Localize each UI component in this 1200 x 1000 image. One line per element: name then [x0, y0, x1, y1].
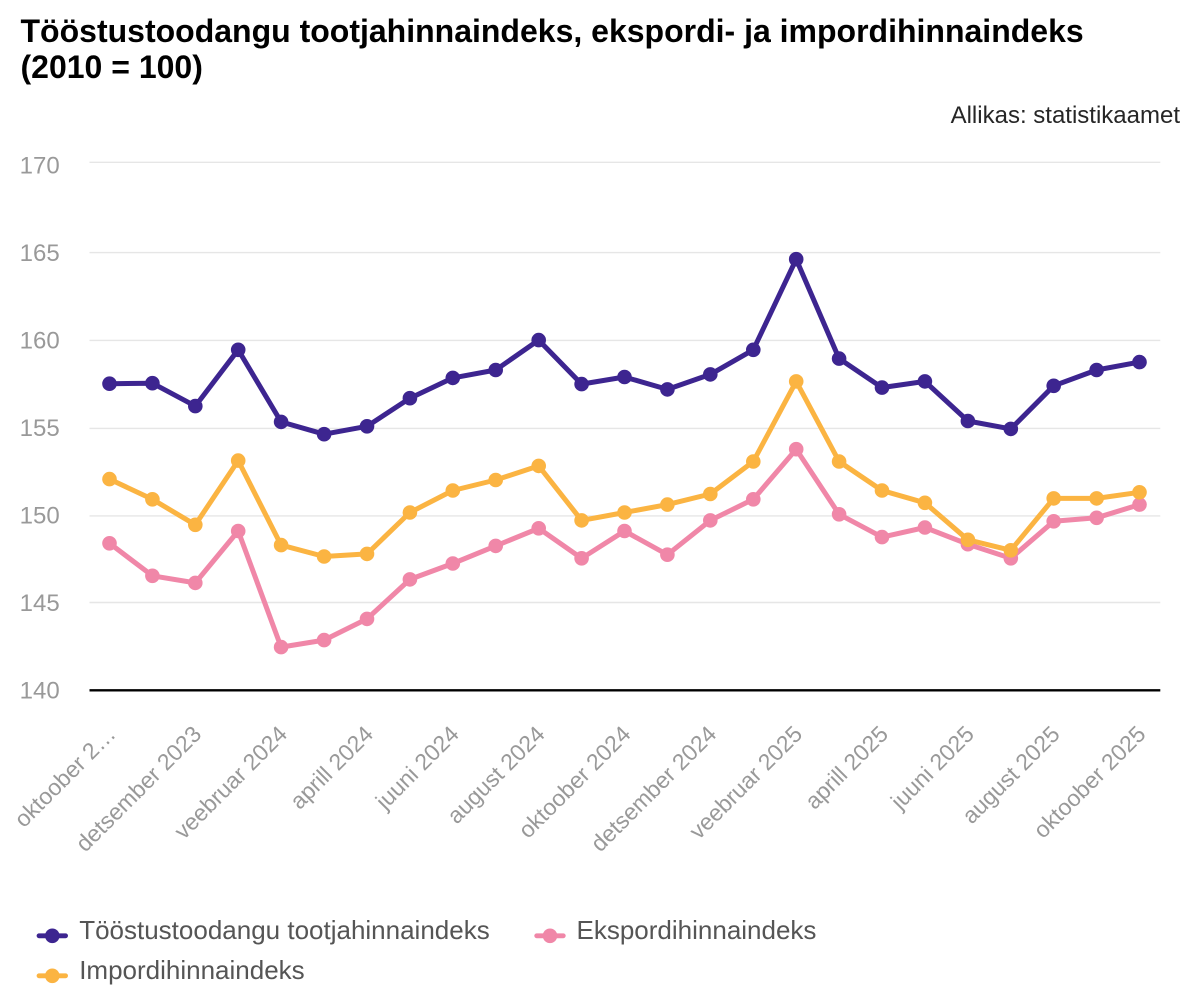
svg-text:(2010 = 100): (2010 = 100) — [21, 49, 203, 85]
svg-text:Ekspordihinnaindeks: Ekspordihinnaindeks — [577, 915, 817, 945]
svg-text:Tööstustoodangu tootjahinnaind: Tööstustoodangu tootjahinnaindeks, ekspo… — [21, 13, 1084, 49]
svg-text:Impordihinnaindeks: Impordihinnaindeks — [79, 955, 304, 985]
svg-text:145: 145 — [20, 590, 60, 617]
svg-text:160: 160 — [20, 327, 60, 354]
svg-text:140: 140 — [20, 677, 60, 704]
svg-text:150: 150 — [20, 502, 60, 529]
svg-text:170: 170 — [20, 152, 60, 179]
svg-text:155: 155 — [20, 415, 60, 442]
svg-text:Tööstustoodangu tootjahinnaind: Tööstustoodangu tootjahinnaindeks — [79, 915, 490, 945]
svg-text:165: 165 — [20, 240, 60, 267]
svg-text:Allikas: statistikaamet: Allikas: statistikaamet — [951, 102, 1181, 129]
